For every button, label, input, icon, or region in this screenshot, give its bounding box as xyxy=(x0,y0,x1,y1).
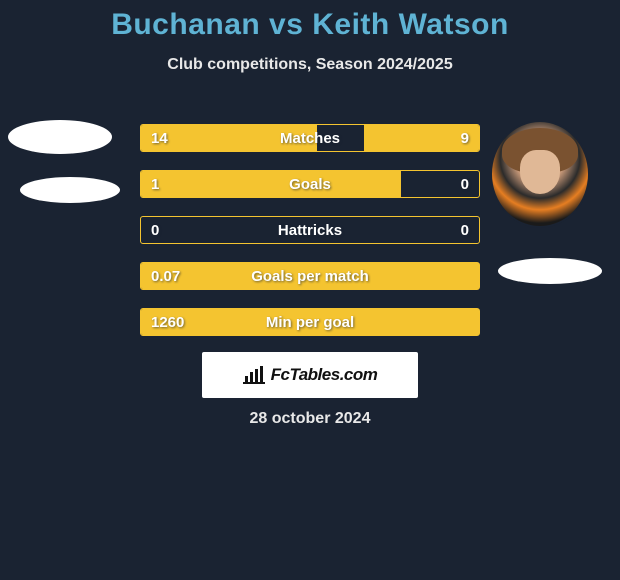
value-right: 0 xyxy=(461,217,469,245)
stats-comparison: 14 Matches 9 1 Goals 0 0 Hattricks 0 0.0… xyxy=(140,124,480,354)
player-right-shape-1 xyxy=(498,258,602,284)
brand-text: FcTables.com xyxy=(271,365,378,385)
stat-label: Matches xyxy=(141,125,479,153)
stat-label: Goals per match xyxy=(141,263,479,291)
player-right-photo xyxy=(490,120,590,228)
brand-box: FcTables.com xyxy=(202,352,418,398)
chart-icon xyxy=(243,366,265,384)
stat-label: Hattricks xyxy=(141,217,479,245)
stat-row-hattricks: 0 Hattricks 0 xyxy=(140,216,480,244)
player-left-shape-1 xyxy=(8,120,112,154)
value-right: 9 xyxy=(461,125,469,153)
page-title: Buchanan vs Keith Watson xyxy=(0,8,620,42)
stat-row-goals: 1 Goals 0 xyxy=(140,170,480,198)
stat-label: Goals xyxy=(141,171,479,199)
stat-row-matches: 14 Matches 9 xyxy=(140,124,480,152)
value-right: 0 xyxy=(461,171,469,199)
player-left-shape-2 xyxy=(20,177,120,203)
stat-label: Min per goal xyxy=(141,309,479,337)
stat-row-goals-per-match: 0.07 Goals per match xyxy=(140,262,480,290)
date-text: 28 october 2024 xyxy=(0,410,620,428)
subtitle: Club competitions, Season 2024/2025 xyxy=(0,56,620,74)
stat-row-min-per-goal: 1260 Min per goal xyxy=(140,308,480,336)
